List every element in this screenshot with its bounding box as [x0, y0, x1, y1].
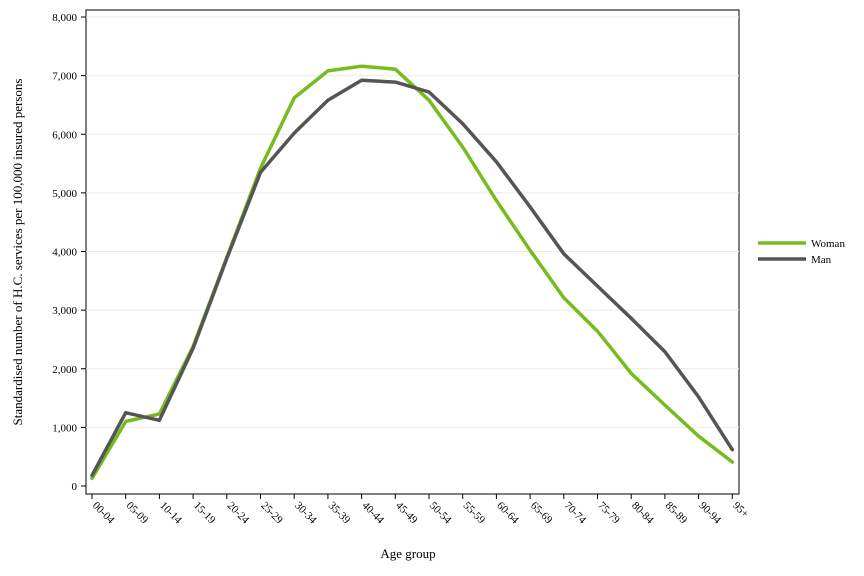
- gridlines: [86, 16, 739, 428]
- y-tick-label: 7,000: [52, 71, 77, 83]
- series-lines: [90, 64, 735, 481]
- x-tick-label: 25-29: [258, 500, 285, 527]
- x-tick-label: 80-84: [629, 500, 656, 527]
- y-tick-label: 1,000: [52, 422, 77, 434]
- legend: Woman Man: [758, 238, 845, 266]
- x-tick-label: 45-49: [393, 500, 420, 527]
- y-tick-label: 5,000: [52, 188, 77, 200]
- x-tick-label: 50-54: [427, 500, 454, 527]
- x-tick-label: 15-19: [191, 500, 218, 527]
- x-axis-title: Age group: [380, 546, 435, 561]
- x-tick-label: 40-44: [359, 500, 386, 527]
- x-tick-label: 70-74: [562, 500, 589, 527]
- x-tick-label: 75-79: [595, 500, 622, 527]
- y-axis-title: Standardised number of H.C. services per…: [10, 79, 25, 426]
- y-tick-label: 2,000: [52, 364, 77, 376]
- x-axis: 00-04 05-09 10-14 15-19 20-24 25-29 30-34 35-39…: [90, 494, 751, 527]
- x-tick-label: 90-94: [696, 500, 723, 527]
- y-tick-label: 6,000: [52, 129, 77, 141]
- y-tick-label: 8,000: [52, 12, 77, 24]
- x-tick-label: 85-89: [663, 500, 690, 527]
- x-tick-label: 60-64: [494, 500, 521, 527]
- x-tick-label: 00-04: [90, 500, 117, 527]
- x-tick-label: 20-24: [225, 500, 252, 527]
- y-tick-label: 3,000: [52, 305, 77, 317]
- x-tick-label: 10-14: [157, 500, 184, 527]
- series-line-man: [90, 78, 735, 478]
- legend-label: Woman: [811, 238, 845, 250]
- x-tick-label: 05-09: [124, 500, 151, 527]
- x-tick-label: 30-34: [292, 500, 319, 527]
- y-tick-label: 4,000: [52, 247, 77, 259]
- x-tick-label: 55-59: [461, 500, 488, 527]
- x-tick-label: 65-69: [528, 500, 555, 527]
- y-tick-label: 0: [72, 481, 78, 493]
- y-axis: 0 1,000 2,000 3,000 4,000 5,000 6,000 7,000 8,00…: [52, 12, 86, 493]
- series-line-woman: [90, 64, 735, 481]
- x-tick-label: 95+: [730, 500, 751, 521]
- x-tick-label: 35-39: [326, 500, 353, 527]
- legend-label: Man: [811, 254, 832, 266]
